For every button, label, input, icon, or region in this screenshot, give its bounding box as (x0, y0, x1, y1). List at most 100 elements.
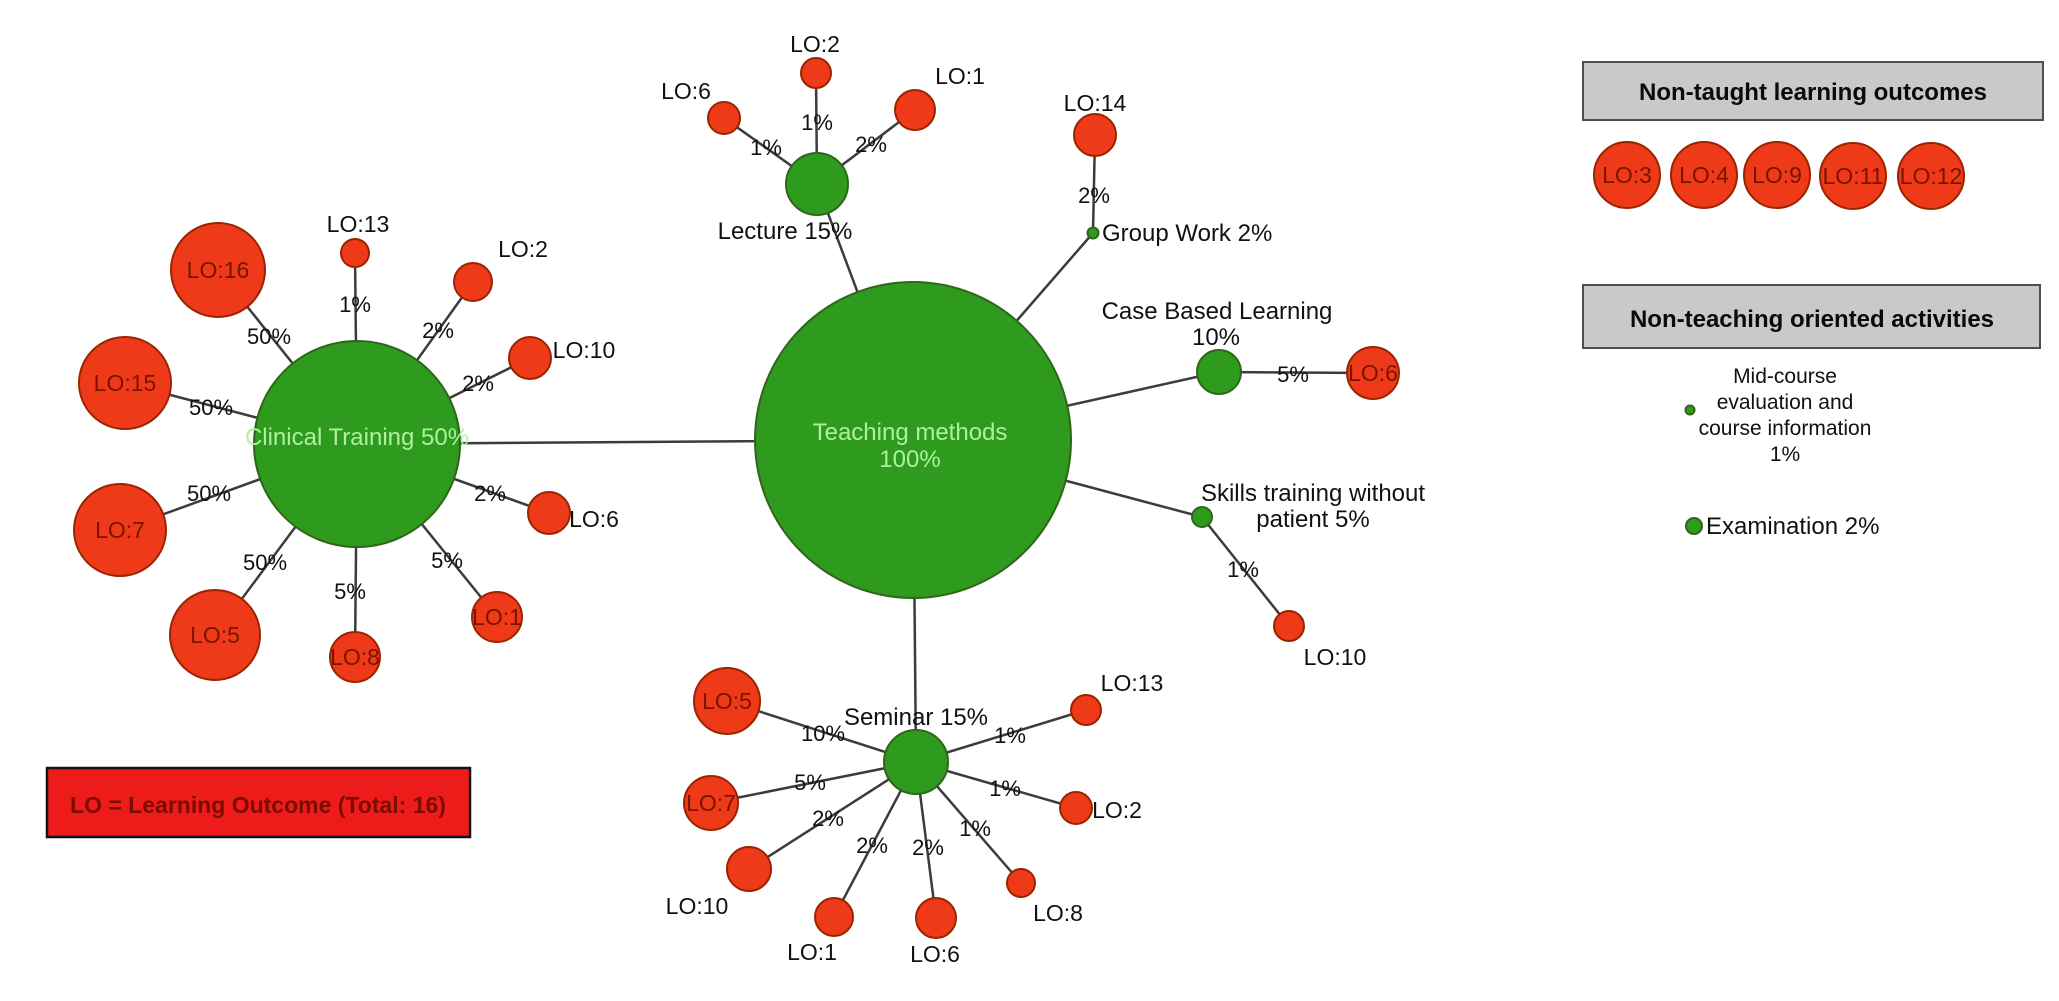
edge-seminar-lo7 (710, 760, 917, 805)
nontaught-lo11-label: LO:11 (1823, 163, 1884, 189)
clinical-lo5-node (169, 589, 261, 681)
seminar-node (883, 729, 949, 795)
clinical-lo10-node (508, 336, 552, 380)
seminar-lo8-label: LO:8 (1033, 900, 1083, 926)
skills-lo10-node (1273, 610, 1305, 642)
nontaught-lo4-label: LO:4 (1679, 162, 1729, 188)
lecture-lo1-label: LO:1 (935, 63, 985, 89)
group-work-label: Group Work 2% (1102, 220, 1272, 247)
clinical-lo16-label: LO:16 (187, 257, 250, 283)
case-based-learning-node (1196, 349, 1242, 395)
seminar-lo6-pct: 2% (912, 835, 944, 860)
seminar-lo6-node (915, 897, 957, 939)
clinical-lo7-node (73, 483, 167, 577)
mid-course-dot (1684, 404, 1696, 416)
labels: Teaching methods 100% Clinical Training … (70, 31, 1994, 967)
clinical-lo13-node (340, 238, 370, 268)
examination-dot (1685, 517, 1703, 535)
clinical-lo2-label: LO:2 (498, 236, 548, 262)
lecture-lo2-node (800, 57, 832, 89)
lecture-lo2-label: LO:2 (790, 31, 840, 57)
teaching-methods-node (754, 281, 1072, 599)
note-box (45, 766, 472, 839)
groupwork-lo14-pct: 2% (1078, 183, 1110, 208)
clinical-lo15-label: LO:15 (94, 370, 157, 396)
clinical-lo13-pct: 1% (339, 292, 371, 317)
seminar-lo10-label: LO:10 (666, 893, 729, 919)
clinical-lo2-pct: 2% (422, 318, 454, 343)
nontaught-lo9-label: LO:9 (1752, 162, 1802, 188)
nontaught-lo11-node (1819, 142, 1887, 210)
seminar-lo13-pct: 1% (994, 723, 1026, 748)
seminar-lo1-node (814, 897, 854, 937)
seminar-lo13-node (1070, 694, 1102, 726)
lecture-lo1-pct: 2% (855, 132, 887, 157)
seminar-lo6-label: LO:6 (910, 941, 960, 967)
group-work-node (1086, 226, 1100, 240)
seminar-lo1-label: LO:1 (787, 939, 837, 965)
nontaught-lo4-node (1670, 141, 1738, 209)
teaching-methods-label-line2: 100% (879, 446, 940, 473)
seminar-lo2-node (1059, 791, 1093, 825)
skills-label-line1: Skills training without (1201, 480, 1425, 507)
casebased-lo6-label: LO:6 (1348, 360, 1398, 386)
clinical-lo8-pct: 5% (334, 579, 366, 604)
clinical-lo2-node (453, 262, 493, 302)
clinical-training-node (253, 340, 461, 548)
lecture-lo2-pct: 1% (801, 110, 833, 135)
nontaught-lo3-node (1593, 141, 1661, 209)
clinical-lo10-pct: 2% (462, 371, 494, 396)
skills-training-node (1191, 506, 1213, 528)
seminar-lo2-pct: 1% (989, 776, 1021, 801)
seminar-lo10-node (726, 846, 772, 892)
lecture-lo6-pct: 1% (750, 135, 782, 160)
lecture-node (785, 152, 849, 216)
skills-lo10-label: LO:10 (1304, 644, 1367, 670)
clinical-lo10-label: LO:10 (553, 337, 616, 363)
lecture-lo6-node (707, 101, 741, 135)
clinical-lo7-pct: 50% (187, 481, 231, 506)
seminar-lo7-label: LO:7 (686, 790, 736, 816)
seminar-lo5-pct: 10% (801, 721, 845, 746)
non-taught-panel (1582, 61, 2044, 121)
mid-course-label-line2: evaluation and (1717, 391, 1854, 414)
examination-label: Examination 2% (1706, 513, 1879, 540)
clinical-lo5-pct: 50% (243, 550, 287, 575)
mid-course-label-line3: course information (1699, 417, 1872, 440)
clinical-lo1-node (471, 591, 523, 643)
clinical-lo8-node (329, 631, 381, 683)
groupwork-lo14-node (1073, 113, 1117, 157)
lecture-lo1-node (894, 89, 936, 131)
edge-seminar-lo10 (748, 760, 917, 871)
nontaught-lo9-node (1743, 141, 1811, 209)
seminar-lo5-label: LO:5 (702, 688, 752, 714)
seminar-lo2-label: LO:2 (1092, 797, 1142, 823)
clinical-lo16-node (170, 222, 266, 318)
note-text: LO = Learning Outcome (Total: 16) (70, 792, 446, 818)
edge-skills-lo10 (1201, 516, 1290, 627)
seminar-lo8-node (1006, 868, 1036, 898)
teaching-methods-label-line1: Teaching methods (813, 419, 1008, 446)
seminar-lo8-pct: 1% (959, 816, 991, 841)
nontaught-lo12-node (1897, 142, 1965, 210)
seminar-lo7-pct: 5% (794, 770, 826, 795)
clinical-lo13-label: LO:13 (327, 211, 390, 237)
clinical-lo6-node (527, 491, 571, 535)
non-teaching-panel (1582, 284, 2041, 349)
clinical-lo8-label: LO:8 (330, 644, 380, 670)
case-based-label-line2: 10% (1192, 324, 1240, 351)
clinical-lo1-label: LO:1 (472, 604, 522, 630)
lecture-lo6-label: LO:6 (661, 78, 711, 104)
skills-lo10-pct: 1% (1227, 557, 1259, 582)
clinical-lo6-pct: 2% (474, 481, 506, 506)
case-based-label-line1: Case Based Learning (1102, 298, 1333, 325)
casebased-lo6-node (1346, 346, 1400, 400)
seminar-lo13-label: LO:13 (1101, 670, 1164, 696)
non-teaching-panel-title: Non-teaching oriented activities (1630, 306, 1994, 333)
clinical-lo1-pct: 5% (431, 548, 463, 573)
clinical-lo5-label: LO:5 (190, 622, 240, 648)
nontaught-lo12-label: LO:12 (1900, 163, 1963, 189)
method-nodes (253, 152, 1703, 795)
non-taught-panel-title: Non-taught learning outcomes (1639, 79, 1987, 106)
